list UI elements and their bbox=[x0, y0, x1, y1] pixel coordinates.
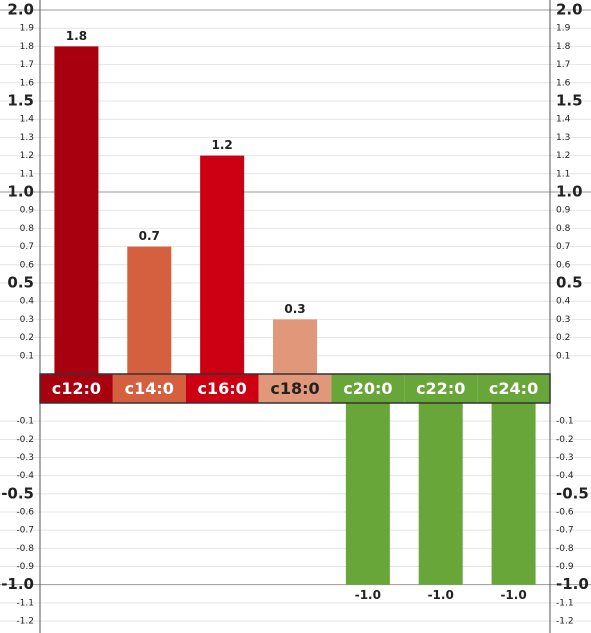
y2-tick-label: 0.1 bbox=[556, 351, 570, 361]
y-tick-label: 0.8 bbox=[20, 224, 35, 234]
x-tick-label: c22:0 bbox=[416, 379, 465, 398]
y2-tick-label: 2.0 bbox=[556, 1, 583, 19]
y2-tick-label: -0.3 bbox=[556, 453, 574, 463]
y2-tick-label: -1.2 bbox=[556, 617, 574, 627]
y-tick-label: 1.3 bbox=[20, 133, 34, 143]
y-tick-label: 1.7 bbox=[20, 60, 34, 70]
y2-tick-label: -0.9 bbox=[556, 562, 574, 572]
category-cell bbox=[331, 374, 405, 403]
y2-tick-label: -0.7 bbox=[556, 526, 574, 536]
y2-tick-label: 0.3 bbox=[556, 315, 570, 325]
y-tick-label: 2.0 bbox=[7, 1, 34, 19]
y2-tick-label: 0.6 bbox=[556, 260, 571, 270]
y2-tick-label: 1.9 bbox=[556, 24, 571, 34]
y-tick-label: 1.9 bbox=[20, 24, 35, 34]
y2-tick-label: 1.7 bbox=[556, 60, 570, 70]
category-cell bbox=[40, 374, 113, 403]
y-tick-label: 0.6 bbox=[20, 260, 35, 270]
y-tick-label: -0.9 bbox=[16, 562, 34, 572]
x-tick-label: c14:0 bbox=[125, 379, 174, 398]
y-tick-label: -0.4 bbox=[16, 471, 34, 481]
y2-tick-label: 1.1 bbox=[556, 169, 570, 179]
y2-tick-label: 0.8 bbox=[556, 224, 571, 234]
y2-tick-label: 0.5 bbox=[556, 274, 583, 292]
category-band-border bbox=[39, 373, 551, 404]
y-tick-label: 0.4 bbox=[20, 297, 35, 307]
category-cell bbox=[185, 374, 259, 403]
category-cell bbox=[112, 374, 186, 403]
y-tick-label: 0.1 bbox=[20, 351, 34, 361]
y-tick-label: 1.2 bbox=[20, 151, 34, 161]
y-tick-label: 1.6 bbox=[20, 78, 35, 88]
value-label: 0.3 bbox=[284, 302, 305, 316]
y-tick-label: 0.3 bbox=[20, 315, 34, 325]
bar bbox=[345, 403, 390, 585]
y2-tick-label: 0.4 bbox=[556, 297, 571, 307]
value-label: -1.0 bbox=[355, 588, 381, 602]
y-tick-label: 0.9 bbox=[20, 206, 35, 216]
y-tick-label: -0.3 bbox=[16, 453, 34, 463]
y-tick-label: 1.4 bbox=[20, 115, 35, 125]
category-cell bbox=[404, 374, 478, 403]
bar bbox=[200, 155, 245, 374]
x-tick-label: c12:0 bbox=[52, 379, 101, 398]
y2-tick-label: 1.4 bbox=[556, 115, 571, 125]
y2-tick-label: -1.1 bbox=[556, 598, 574, 608]
x-tick-label: c18:0 bbox=[270, 379, 319, 398]
value-label: -1.0 bbox=[428, 588, 454, 602]
y2-tick-label: 1.2 bbox=[556, 151, 570, 161]
y-tick-label: -1.1 bbox=[16, 598, 34, 608]
y2-tick-label: -0.1 bbox=[556, 417, 574, 427]
y-tick-label: 0.5 bbox=[7, 274, 34, 292]
bar bbox=[418, 403, 463, 585]
y2-tick-label: 1.5 bbox=[556, 92, 583, 110]
y-tick-label: 1.0 bbox=[7, 183, 34, 201]
y-tick-label: 0.7 bbox=[20, 242, 34, 252]
value-label: 1.8 bbox=[66, 29, 87, 43]
bar bbox=[273, 319, 317, 374]
y-tick-label: -0.7 bbox=[16, 526, 34, 536]
value-label: -1.0 bbox=[500, 588, 526, 602]
y-tick-label: -1.2 bbox=[16, 617, 34, 627]
value-label: 0.7 bbox=[139, 229, 160, 243]
category-cell bbox=[258, 374, 332, 403]
y2-tick-label: -0.4 bbox=[556, 471, 574, 481]
y2-tick-label: 1.3 bbox=[556, 133, 570, 143]
y2-tick-label: 0.7 bbox=[556, 242, 570, 252]
x-tick-label: c20:0 bbox=[343, 379, 392, 398]
y2-tick-label: 1.0 bbox=[556, 183, 583, 201]
y2-tick-label: -0.8 bbox=[556, 544, 574, 554]
y2-tick-label: 0.9 bbox=[556, 206, 571, 216]
category-cell bbox=[477, 374, 550, 403]
y-tick-label: -0.5 bbox=[1, 484, 34, 502]
x-tick-label: c24:0 bbox=[489, 379, 538, 398]
y-tick-label: 0.2 bbox=[20, 333, 34, 343]
value-label: 1.2 bbox=[212, 138, 233, 152]
y2-tick-label: -0.2 bbox=[556, 435, 574, 445]
y2-tick-label: -0.5 bbox=[556, 484, 589, 502]
y2-tick-label: 0.2 bbox=[556, 333, 570, 343]
bar bbox=[127, 246, 172, 374]
y-tick-label: -0.1 bbox=[16, 417, 34, 427]
y-tick-label: -0.8 bbox=[16, 544, 34, 554]
y-tick-label: -0.2 bbox=[16, 435, 34, 445]
y-tick-label: 1.5 bbox=[7, 92, 34, 110]
y-tick-label: -1.0 bbox=[1, 575, 34, 593]
y2-tick-label: -1.0 bbox=[556, 575, 589, 593]
y2-tick-label: 1.6 bbox=[556, 78, 571, 88]
y2-tick-label: 1.8 bbox=[556, 42, 571, 52]
bar bbox=[54, 46, 99, 375]
y2-tick-label: -0.6 bbox=[556, 508, 574, 518]
y-tick-label: 1.1 bbox=[20, 169, 34, 179]
y-tick-label: 1.8 bbox=[20, 42, 35, 52]
bar bbox=[491, 403, 536, 585]
y-tick-label: -0.6 bbox=[16, 508, 34, 518]
x-tick-label: c16:0 bbox=[198, 379, 247, 398]
